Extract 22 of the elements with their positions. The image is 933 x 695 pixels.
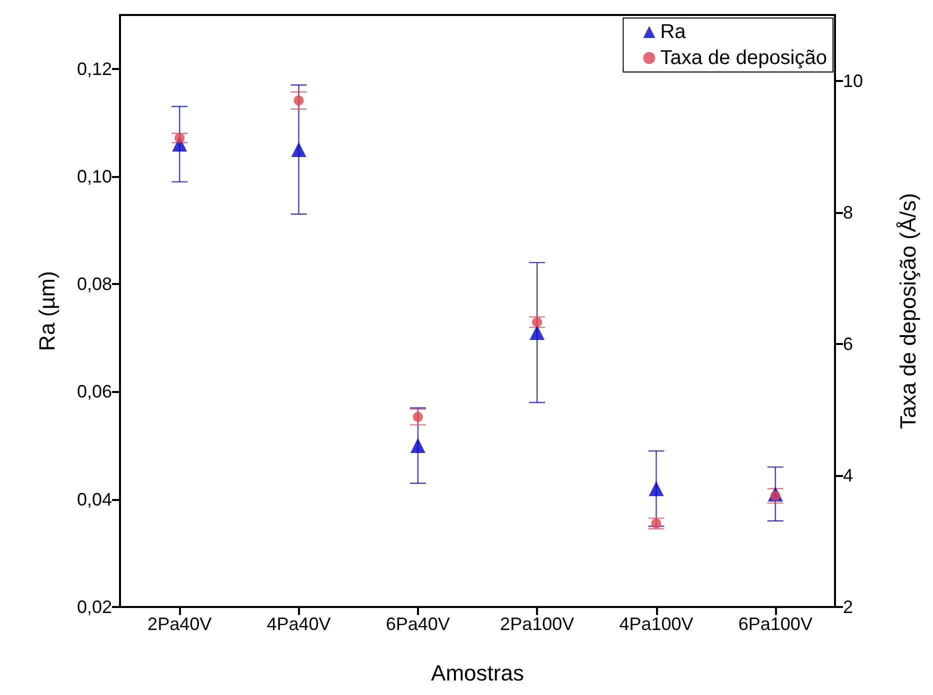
y2-tick-label: 6 bbox=[843, 334, 854, 354]
x-tick-label: 4Pa100V bbox=[619, 614, 694, 634]
y-tick-label: 0,04 bbox=[76, 489, 112, 510]
x-axis-title: Amostras bbox=[431, 660, 524, 686]
y2-axis-title: Taxa de deposição (Å/s) bbox=[896, 192, 920, 430]
x-tick-label: 6Pa40V bbox=[386, 614, 450, 634]
y2-tick-label: 8 bbox=[843, 202, 854, 222]
y-tick-label: 0,10 bbox=[76, 166, 112, 186]
y-tick-label: 0,08 bbox=[76, 274, 112, 294]
y-tick-label: 0,02 bbox=[76, 597, 112, 617]
y2-tick-label: 10 bbox=[843, 70, 864, 91]
y-axis-title: Ra (µm) bbox=[34, 271, 60, 351]
legend-label: Taxa de deposição bbox=[660, 47, 828, 69]
y2-tick-label: 2 bbox=[843, 597, 854, 617]
y2-tick-label: 4 bbox=[843, 465, 854, 486]
x-tick-label: 2Pa100V bbox=[500, 614, 574, 634]
x-tick-label: 6Pa100V bbox=[738, 614, 812, 634]
legend-label: Ra bbox=[660, 21, 687, 43]
x-tick-label: 4Pa40V bbox=[266, 614, 331, 634]
y-tick-label: 0,06 bbox=[76, 382, 112, 402]
x-tick-label: 2Pa40V bbox=[148, 614, 212, 634]
y-tick-label: 0,12 bbox=[76, 58, 112, 79]
